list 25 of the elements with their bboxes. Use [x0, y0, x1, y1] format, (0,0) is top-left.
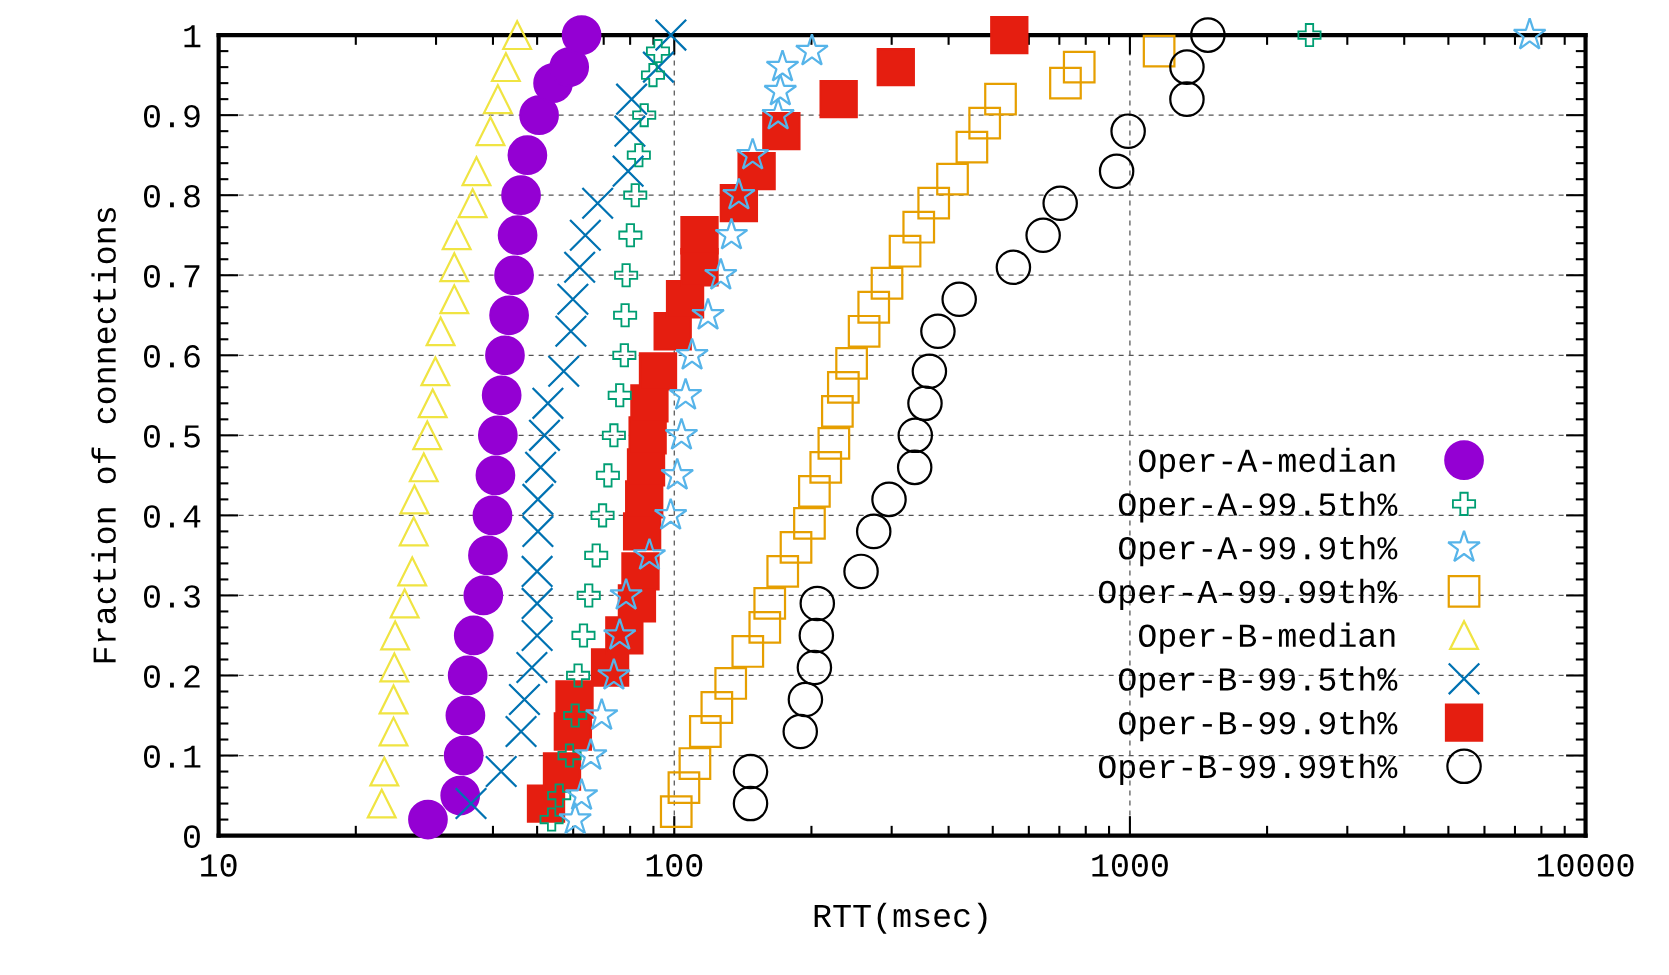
y-tick-label: 0.7 — [143, 265, 200, 288]
y-tick-label: 0 — [183, 825, 200, 848]
y-tick-label: 0.8 — [143, 184, 200, 208]
legend-label: Oper-A-99.9th% — [1118, 535, 1398, 567]
legend-label: Oper-B-median — [1138, 622, 1395, 654]
x-tick-label: 100 — [646, 854, 703, 877]
y-tick-label: 0.3 — [143, 585, 200, 608]
legend-label: Oper-A-99.99th% — [1098, 578, 1398, 610]
legend-label: Oper-A-median — [1138, 447, 1395, 479]
y-tick-label: 0.4 — [143, 505, 201, 528]
x-tick-label: 10000 — [1537, 854, 1634, 877]
legend-label: Oper-A-99.5th% — [1118, 491, 1398, 523]
y-tick-label: 1 — [184, 25, 201, 48]
legend-label: Oper-B-99.99th% — [1098, 753, 1398, 785]
x-tick-label: 1000 — [1092, 854, 1168, 877]
y-axis-title: Fraction of connections — [91, 208, 116, 663]
legend-label: Oper-B-99.9th% — [1118, 710, 1398, 742]
legend-label: Oper-B-99.5th% — [1118, 666, 1398, 698]
y-tick-label: 0.5 — [143, 425, 200, 448]
y-tick-label: 0.2 — [143, 665, 200, 688]
x-tick-label: 10 — [201, 854, 237, 877]
y-tick-label: 0.6 — [143, 345, 200, 368]
y-tick-label: 0.1 — [143, 745, 201, 768]
x-axis-title: RTT(msec) — [814, 902, 987, 934]
y-tick-label: 0.9 — [143, 104, 200, 128]
